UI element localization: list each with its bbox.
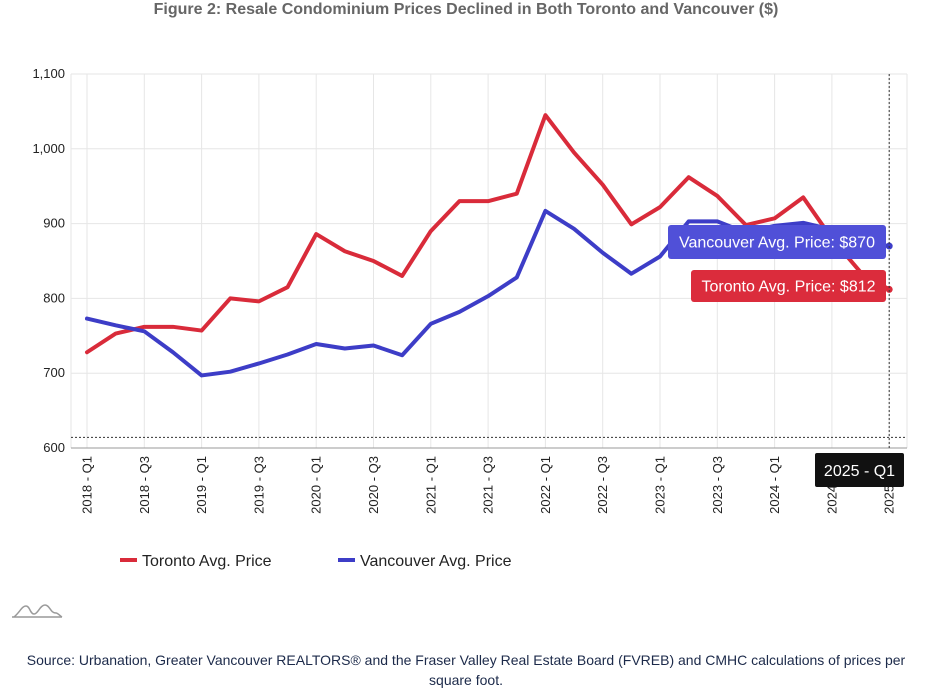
mountain-logo-icon	[12, 604, 63, 618]
grid	[70, 73, 908, 448]
vancouver-legend-label[interactable]: Vancouver Avg. Price	[360, 553, 512, 570]
x-tick-label: 2020 - Q3	[366, 456, 381, 514]
y-tick-label: 900	[43, 216, 65, 231]
chart-title: Figure 2: Resale Condominium Prices Decl…	[153, 1, 779, 18]
y-tick-label: 1,100	[32, 66, 65, 81]
x-tick-label: 2021 - Q1	[423, 456, 438, 514]
toronto-legend-label[interactable]: Toronto Avg. Price	[142, 553, 272, 570]
y-tick-label: 800	[43, 290, 65, 305]
line-chart[interactable]: 600 700 800 900 1,000 1,100 2018 - Q1 2018 - Q3…	[0, 0, 932, 640]
x-tick-label: 2020 - Q1	[309, 456, 324, 514]
x-tick-label: 2019 - Q3	[251, 456, 266, 514]
source-note: Source: Urbanation, Greater Vancouver RE…	[26, 652, 906, 688]
x-tick-label: 2024 - Q1	[767, 456, 782, 514]
x-tick-label: 2021 - Q3	[481, 456, 496, 514]
vancouver-tooltip-box	[668, 225, 886, 259]
x-tick-label: 2022 - Q1	[538, 456, 553, 514]
category-tooltip-label: 2025 - Q1	[824, 463, 895, 480]
y-tick-label: 700	[43, 365, 65, 380]
x-tick-label: 2019 - Q1	[194, 456, 209, 514]
category-tooltip-box	[815, 453, 904, 487]
x-tick-label: 2023 - Q3	[710, 456, 725, 514]
x-tick-label: 2022 - Q3	[595, 456, 610, 514]
y-tick-label: 600	[43, 440, 65, 455]
tooltip: Vancouver Avg. Price: $870 Toronto Avg. P…	[668, 225, 904, 487]
vancouver-tooltip-label: Vancouver Avg. Price: $870	[679, 235, 875, 252]
toronto-data-point[interactable]	[885, 285, 893, 293]
y-tick-label: 1,000	[32, 141, 65, 156]
toronto-tooltip-label: Toronto Avg. Price: $812	[701, 279, 875, 296]
x-tick-label: 2023 - Q1	[653, 456, 668, 514]
x-tick-label: 2018 - Q3	[137, 456, 152, 514]
x-tick-label: 2018 - Q1	[80, 456, 95, 514]
crosshair	[71, 74, 907, 448]
toronto-tooltip-box	[691, 270, 886, 302]
legend: Toronto Avg. Price Vancouver Avg. Price	[120, 553, 512, 570]
